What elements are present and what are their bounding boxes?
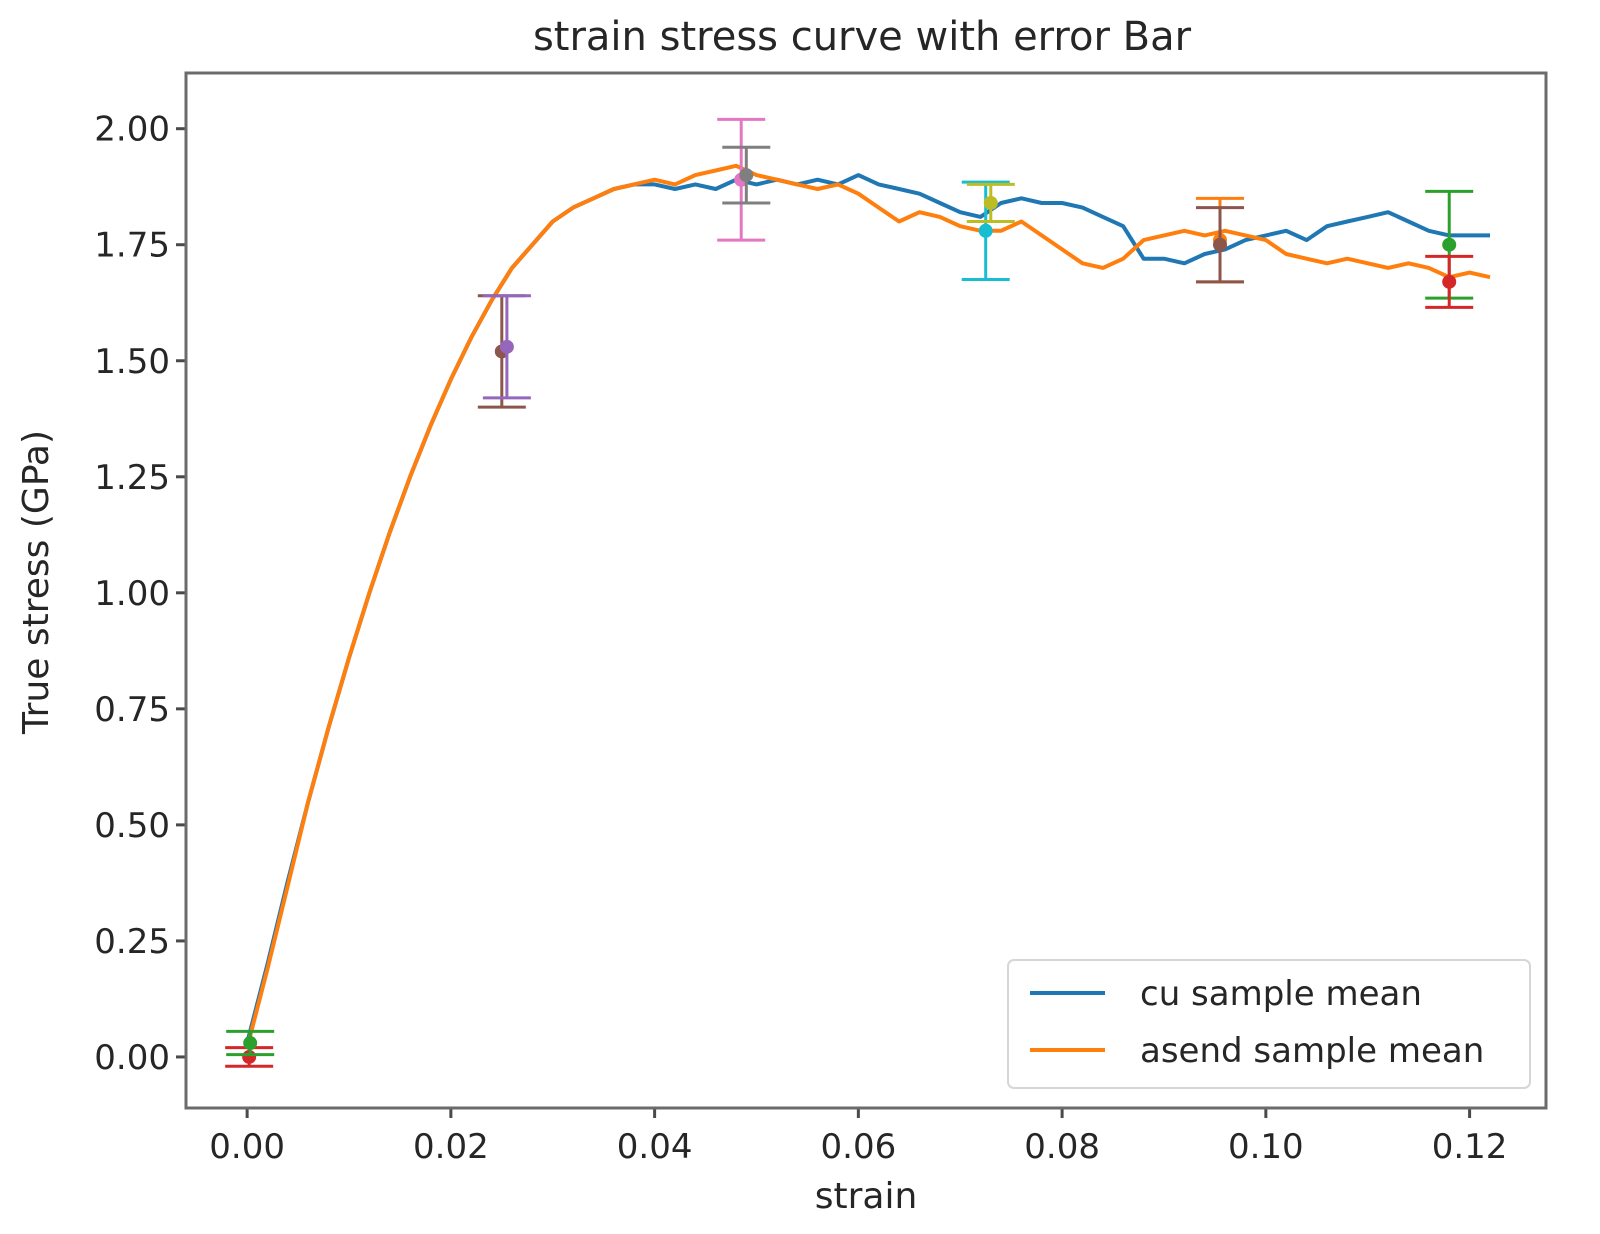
error-bar bbox=[966, 182, 1015, 224]
y-tick-label: 0.75 bbox=[94, 690, 170, 730]
chart-title: strain stress curve with error Bar bbox=[533, 14, 1192, 60]
y-tick-label: 0.50 bbox=[94, 806, 170, 846]
x-tick-label: 0.06 bbox=[821, 1127, 897, 1167]
error-bar-marker bbox=[983, 195, 998, 210]
legend: cu sample mean asend sample mean bbox=[1007, 959, 1531, 1089]
legend-label-cu: cu sample mean bbox=[1140, 974, 1422, 1014]
y-tick-label: 2.00 bbox=[94, 110, 170, 150]
error-bar-marker bbox=[243, 1036, 258, 1051]
y-tick-label: 1.00 bbox=[94, 574, 170, 614]
x-tick-label: 0.12 bbox=[1432, 1127, 1508, 1167]
x-tick-label: 0.00 bbox=[209, 1127, 285, 1167]
y-tick-label: 0.00 bbox=[94, 1038, 170, 1078]
plot-frame bbox=[184, 71, 1548, 1110]
error-bar bbox=[226, 1029, 275, 1057]
error-bars bbox=[225, 117, 1474, 1068]
plot-area-background bbox=[186, 73, 1546, 1108]
y-tick-label: 0.25 bbox=[94, 922, 170, 962]
error-bar-marker bbox=[739, 168, 754, 183]
x-tick-label: 0.04 bbox=[617, 1127, 693, 1167]
y-axis-label: True stress (GPa) bbox=[16, 430, 57, 735]
legend-label-asend: asend sample mean bbox=[1140, 1031, 1484, 1071]
error-bar-marker bbox=[1442, 237, 1457, 252]
y-tick-label: 1.75 bbox=[94, 226, 170, 266]
error-bar bbox=[1425, 254, 1474, 309]
y-axis: 0.00 0.25 0.50 0.75 1.00 1.25 1.50 1.75 2.00 bbox=[94, 110, 186, 1078]
error-bar bbox=[482, 294, 531, 400]
series-lines bbox=[245, 163, 1491, 1049]
x-axis: 0.00 0.02 0.04 0.06 0.08 0.10 0.12 bbox=[209, 1108, 1507, 1167]
error-bar bbox=[722, 145, 771, 205]
x-tick-label: 0.08 bbox=[1024, 1127, 1100, 1167]
y-tick-label: 1.50 bbox=[94, 342, 170, 382]
error-bar-marker bbox=[1442, 274, 1457, 289]
error-bar bbox=[1196, 206, 1245, 284]
error-bar-marker bbox=[1213, 237, 1228, 252]
y-tick-label: 1.25 bbox=[94, 458, 170, 498]
x-tick-label: 0.02 bbox=[413, 1127, 489, 1167]
error-bar-marker bbox=[978, 223, 993, 238]
x-axis-label: strain bbox=[815, 1176, 918, 1217]
legend-box bbox=[1007, 959, 1531, 1089]
series-line-asend bbox=[245, 163, 1491, 1049]
error-bar-marker bbox=[499, 339, 514, 354]
x-tick-label: 0.10 bbox=[1228, 1127, 1304, 1167]
